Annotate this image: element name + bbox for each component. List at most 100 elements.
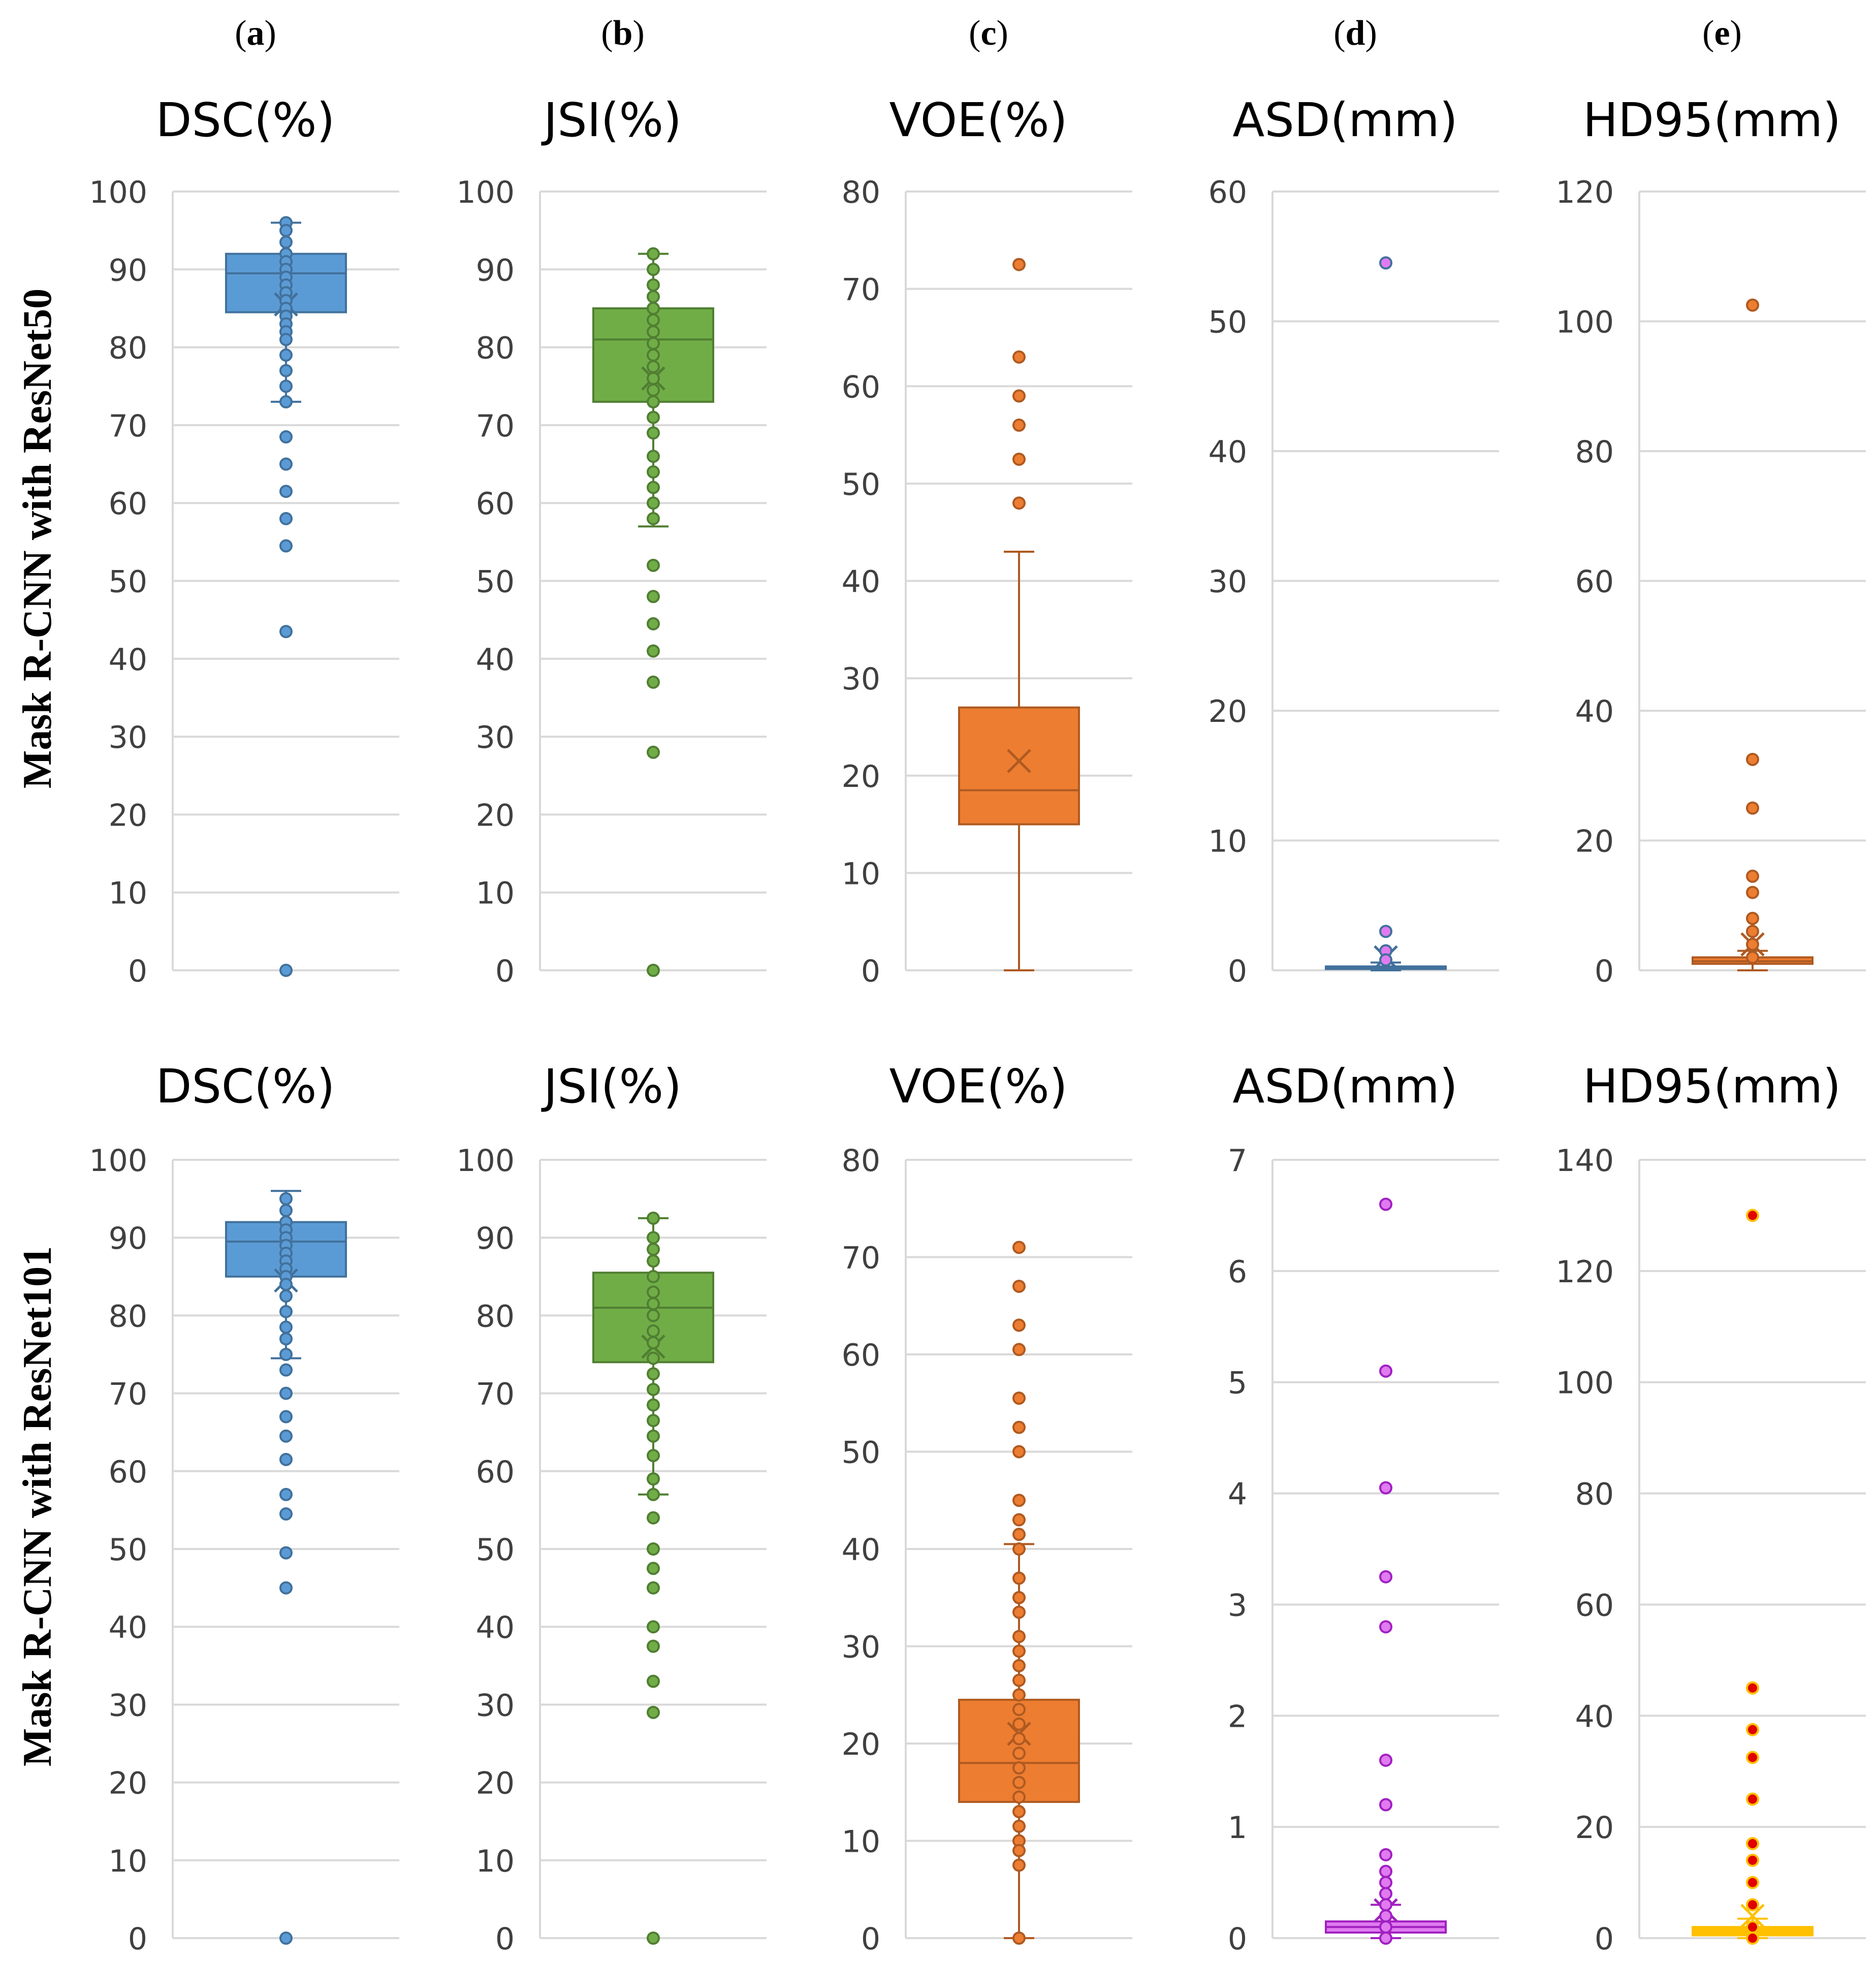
y-tick-label: 20 — [476, 798, 515, 833]
chart-6: DSC(%) 0 10 20 30 40 50 60 70 80 90 100 — [89, 1059, 399, 1957]
y-tick-label: 20 — [842, 759, 880, 795]
y-tick-label: 80 — [1575, 434, 1614, 470]
data-point — [1379, 953, 1392, 967]
data-point — [279, 1289, 293, 1303]
y-tick-label: 5 — [1228, 1366, 1247, 1401]
data-point — [1012, 1391, 1026, 1405]
data-point — [647, 1243, 660, 1256]
data-point — [647, 558, 660, 572]
chart-title: HD95(mm) — [1583, 1059, 1841, 1114]
data-point — [1746, 951, 1759, 964]
data-point — [647, 512, 660, 525]
data-point — [279, 1932, 293, 1945]
data-point — [1379, 1197, 1392, 1211]
y-tick-label: 50 — [109, 564, 147, 600]
mean-marker — [1740, 1904, 1765, 1928]
y-tick-label: 30 — [1209, 564, 1247, 600]
data-point — [1012, 1702, 1026, 1716]
chart-3: VOE(%) 0 10 20 30 40 50 60 70 80 — [842, 93, 1132, 989]
y-tick-label: 80 — [476, 331, 515, 366]
y-tick-label: 50 — [476, 1532, 515, 1568]
chart-10: HD95(mm) 0 20 40 60 80 100 120 140 — [1555, 1059, 1866, 1957]
data-point — [1012, 1717, 1026, 1731]
y-tick-label: 40 — [1575, 694, 1614, 730]
data-point — [1012, 1761, 1026, 1775]
data-point — [647, 410, 660, 424]
data-point — [279, 1320, 293, 1334]
data-point — [647, 325, 660, 338]
y-tick-label: 60 — [1575, 1588, 1614, 1623]
data-point — [279, 1452, 293, 1466]
chart-1: DSC(%) 0 10 20 30 40 50 60 70 80 90 100 — [89, 93, 399, 989]
panel-label-open-paren: ( — [601, 14, 613, 53]
y-tick-label: 60 — [1575, 564, 1614, 600]
y-tick-label: 60 — [1209, 175, 1247, 210]
data-point — [647, 745, 660, 759]
data-point — [647, 313, 660, 327]
y-tick-label: 6 — [1228, 1254, 1247, 1290]
data-point — [647, 301, 660, 315]
data-point — [647, 1324, 660, 1338]
data-point — [1012, 1844, 1026, 1857]
data-point — [1012, 1932, 1026, 1945]
row-label-2: Mask R-CNN with ResNet101 — [15, 1246, 60, 1766]
y-tick-label: 70 — [842, 272, 880, 308]
data-point — [647, 1562, 660, 1575]
y-tick-label: 30 — [842, 661, 880, 697]
data-point — [1012, 1732, 1026, 1746]
y-tick-label: 40 — [842, 1532, 880, 1568]
chart-7: JSI(%) 0 10 20 30 40 50 60 70 80 90 100 — [456, 1059, 767, 1957]
y-tick-label: 10 — [109, 1844, 147, 1879]
data-point — [1012, 389, 1026, 403]
data-point — [1012, 1241, 1026, 1254]
data-point — [279, 539, 293, 553]
panel-label-letter: a — [247, 14, 265, 53]
y-tick-label: 100 — [456, 1143, 515, 1179]
data-point — [1379, 256, 1392, 270]
y-tick-label: 40 — [842, 564, 880, 600]
data-point — [1012, 258, 1026, 271]
chart-title: DSC(%) — [156, 93, 335, 147]
data-point — [1746, 1920, 1759, 1934]
panel-label-close-paren: ) — [632, 14, 644, 53]
y-tick-label: 90 — [109, 252, 147, 288]
y-tick-label: 0 — [1228, 1921, 1247, 1957]
y-tick-label: 0 — [1228, 954, 1247, 989]
chart-title: DSC(%) — [156, 1059, 335, 1114]
y-tick-label: 40 — [1209, 434, 1247, 470]
data-point — [279, 348, 293, 362]
data-point — [1012, 1494, 1026, 1507]
y-tick-label: 50 — [1209, 305, 1247, 340]
data-point — [647, 481, 660, 494]
y-tick-label: 120 — [1555, 1254, 1614, 1290]
data-point — [1012, 496, 1026, 510]
panel-label-close-paren: ) — [1730, 14, 1742, 53]
data-point — [1379, 1887, 1392, 1901]
y-tick-label: 60 — [476, 1454, 515, 1490]
panel-label-letter: e — [1714, 14, 1730, 53]
y-tick-label: 20 — [842, 1727, 880, 1762]
y-tick-label: 80 — [842, 175, 880, 210]
y-tick-label: 50 — [476, 564, 515, 600]
data-point — [647, 1581, 660, 1595]
y-tick-label: 20 — [109, 1766, 147, 1801]
data-point — [1012, 452, 1026, 466]
y-tick-label: 0 — [128, 1921, 147, 1957]
data-point — [279, 1581, 293, 1595]
data-point — [1012, 1279, 1026, 1293]
y-tick-label: 70 — [842, 1241, 880, 1276]
y-tick-label: 140 — [1555, 1143, 1614, 1179]
y-tick-label: 100 — [456, 175, 515, 210]
chart-title: HD95(mm) — [1583, 93, 1841, 147]
data-point — [279, 1386, 293, 1400]
data-point — [647, 644, 660, 658]
panel-label-open-paren: ( — [969, 14, 980, 53]
y-tick-label: 80 — [109, 331, 147, 366]
y-tick-label: 20 — [1575, 824, 1614, 860]
data-point — [1012, 350, 1026, 364]
mean-marker — [1007, 749, 1031, 773]
y-tick-label: 0 — [495, 1921, 515, 1957]
data-point — [647, 278, 660, 292]
data-point — [1012, 1528, 1026, 1541]
y-tick-label: 100 — [89, 175, 147, 210]
